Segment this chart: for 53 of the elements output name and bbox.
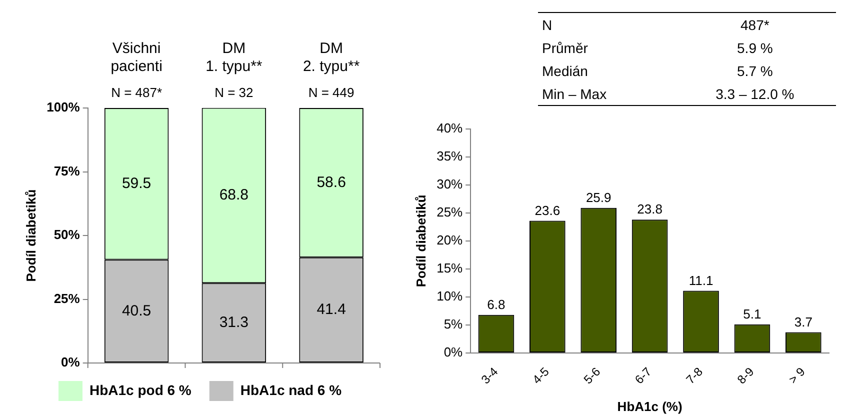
data-label: 68.8 <box>219 186 249 204</box>
x-tick-label: 6-7 <box>632 364 655 387</box>
data-label: 3.7 <box>794 314 812 330</box>
y-tick-label: 0% <box>61 354 80 370</box>
x-tick-label: DM 1. typu** <box>206 40 262 76</box>
annotation: N = 487* <box>111 85 162 100</box>
x-tick-label: > 9 <box>786 364 808 387</box>
text: 5.7 % <box>736 62 774 80</box>
text: 5.9 % <box>736 38 774 58</box>
data-label: 6.8 <box>487 296 506 312</box>
data-label: 40.5 <box>122 302 152 320</box>
annotation: N = 32 <box>214 85 254 100</box>
x-tick-label: 7-8 <box>683 364 706 387</box>
y-tick-label: 50% <box>54 227 80 242</box>
data-label: 31.3 <box>219 314 249 331</box>
y-tick-label: 40% <box>436 120 464 136</box>
text: 3.3 – 12.0 % <box>714 84 796 104</box>
data-label: 23.8 <box>637 202 662 217</box>
y-tick-label: 75% <box>54 163 80 178</box>
y-tick-label: 100% <box>46 100 80 115</box>
x-tick-label: 3-4 <box>478 364 501 387</box>
text: 487* <box>740 16 770 34</box>
x-tick-label: DM 2. typu** <box>302 40 360 76</box>
data-label: 25.9 <box>586 190 612 205</box>
y-tick-label: 30% <box>436 176 464 192</box>
legend-label: HbA1c nad 6 % <box>240 382 342 398</box>
y-tick-label: 0% <box>444 344 464 360</box>
y-tick-label: 5% <box>444 316 464 332</box>
text: Průměr <box>541 38 589 58</box>
data-label: 11.1 <box>688 272 714 288</box>
annotation: N = 449 <box>308 85 354 100</box>
text: Medián <box>541 62 589 80</box>
data-label: 58.6 <box>316 174 346 191</box>
data-label: 23.6 <box>534 202 560 218</box>
y-axis-title: Podíl diabetiků <box>413 194 428 288</box>
x-axis-title: HbA1c (%) <box>617 398 682 414</box>
y-tick-label: 10% <box>436 288 464 304</box>
legend-label: HbA1c pod 6 % <box>89 382 192 398</box>
y-tick-label: 25% <box>436 204 464 220</box>
y-tick-label: 20% <box>436 232 464 248</box>
text: N <box>541 16 554 34</box>
y-tick-label: 35% <box>436 148 464 164</box>
x-tick-label: Všichni pacienti <box>110 40 162 76</box>
text: Min – Max <box>541 84 608 104</box>
y-axis-title: Podíl diabetiků <box>23 189 38 282</box>
data-label: 5.1 <box>743 306 762 322</box>
x-tick-label: 4-5 <box>530 364 552 387</box>
x-tick-label: 5-6 <box>580 364 604 387</box>
y-tick-label: 25% <box>54 290 80 306</box>
data-label: 59.5 <box>122 175 152 192</box>
data-label: 41.4 <box>316 301 346 318</box>
x-tick-label: 8-9 <box>734 364 757 387</box>
y-tick-label: 15% <box>436 260 464 276</box>
